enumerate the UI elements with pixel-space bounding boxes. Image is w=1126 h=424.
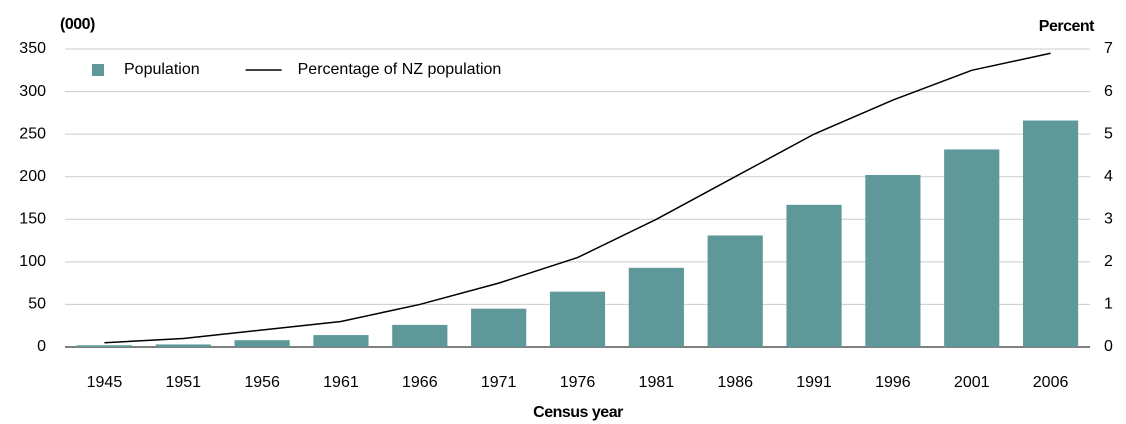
y2-tick-label: 7 [1104, 40, 1113, 57]
bar [1022, 120, 1079, 348]
y-tick-label: 250 [19, 125, 46, 142]
y2-tick-label: 3 [1104, 211, 1113, 228]
y2-tick-label: 2 [1104, 253, 1113, 270]
x-tick-label: 2006 [1033, 374, 1069, 391]
y2-tick-label: 5 [1104, 125, 1113, 142]
x-tick-label: 1996 [875, 374, 911, 391]
bar [471, 308, 527, 347]
y2-tick-label: 1 [1104, 296, 1113, 313]
bar [155, 344, 211, 347]
bar [707, 235, 763, 347]
x-tick-label: 1976 [560, 374, 596, 391]
y-tick-label: 50 [28, 296, 46, 313]
y-tick-label: 300 [19, 83, 46, 100]
bar [786, 204, 842, 347]
x-axis-label: Census year [533, 404, 623, 421]
x-tick-label: 1991 [796, 374, 832, 391]
y-tick-label: 200 [19, 168, 46, 185]
x-tick-label: 2001 [954, 374, 990, 391]
y2-axis-label: Percent [1039, 18, 1095, 35]
y-tick-label: 350 [19, 40, 46, 57]
y2-tick-label: 4 [1104, 168, 1113, 185]
x-tick-label: 1971 [481, 374, 517, 391]
bar [628, 267, 684, 347]
y-tick-label: 0 [37, 338, 46, 355]
y2-tick-label: 6 [1104, 83, 1113, 100]
bar [549, 291, 606, 347]
bar [944, 149, 1000, 347]
y-tick-label: 100 [19, 253, 46, 270]
bar [313, 335, 369, 347]
bar [76, 345, 133, 347]
x-tick-label: 1981 [639, 374, 675, 391]
bar [865, 175, 921, 347]
bar [234, 340, 290, 347]
bar [392, 324, 448, 347]
x-tick-label: 1966 [402, 374, 438, 391]
x-tick-label: 1956 [244, 374, 280, 391]
legend-label: Population [124, 61, 200, 78]
line [104, 52, 1051, 344]
x-tick-label: 1951 [165, 374, 201, 391]
y2-tick-label: 0 [1104, 338, 1113, 355]
x-tick-label: 1986 [717, 374, 753, 391]
y-axis-label: (000) [60, 16, 95, 33]
y-tick-label: 150 [19, 211, 46, 228]
x-tick-label: 1961 [323, 374, 359, 391]
legend-label: Percentage of NZ population [298, 61, 502, 78]
x-tick-label: 1945 [87, 374, 123, 391]
legend-swatch [92, 64, 104, 76]
